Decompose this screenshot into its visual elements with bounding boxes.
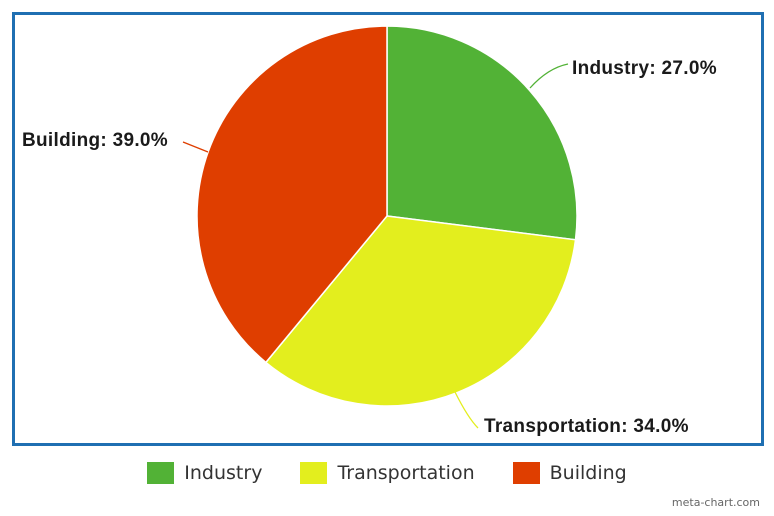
building-swatch: [512, 462, 540, 484]
industry-data-label: Industry: 27.0%: [572, 58, 717, 79]
legend: Industry Transportation Building: [0, 462, 774, 484]
credit-text: meta-chart.com: [671, 496, 760, 509]
legend-item-building[interactable]: Building: [512, 462, 627, 484]
legend-label: Building: [549, 462, 627, 484]
pie-slice-transportation[interactable]: [264, 215, 577, 407]
transportation-data-label: Transportation: 34.0%: [484, 416, 689, 437]
legend-label: Industry: [184, 462, 263, 484]
industry-connector: [529, 63, 569, 89]
legend-item-transportation[interactable]: Transportation: [300, 462, 475, 484]
building-connector: [182, 141, 209, 153]
industry-swatch: [147, 462, 175, 484]
legend-label: Transportation: [337, 462, 475, 484]
transportation-swatch: [300, 462, 328, 484]
pie-slice-industry[interactable]: [386, 25, 578, 241]
transportation-connector: [454, 391, 479, 429]
pie-slice-building[interactable]: [196, 25, 388, 364]
building-data-label: Building: 39.0%: [22, 130, 168, 151]
legend-item-industry[interactable]: Industry: [147, 462, 262, 484]
